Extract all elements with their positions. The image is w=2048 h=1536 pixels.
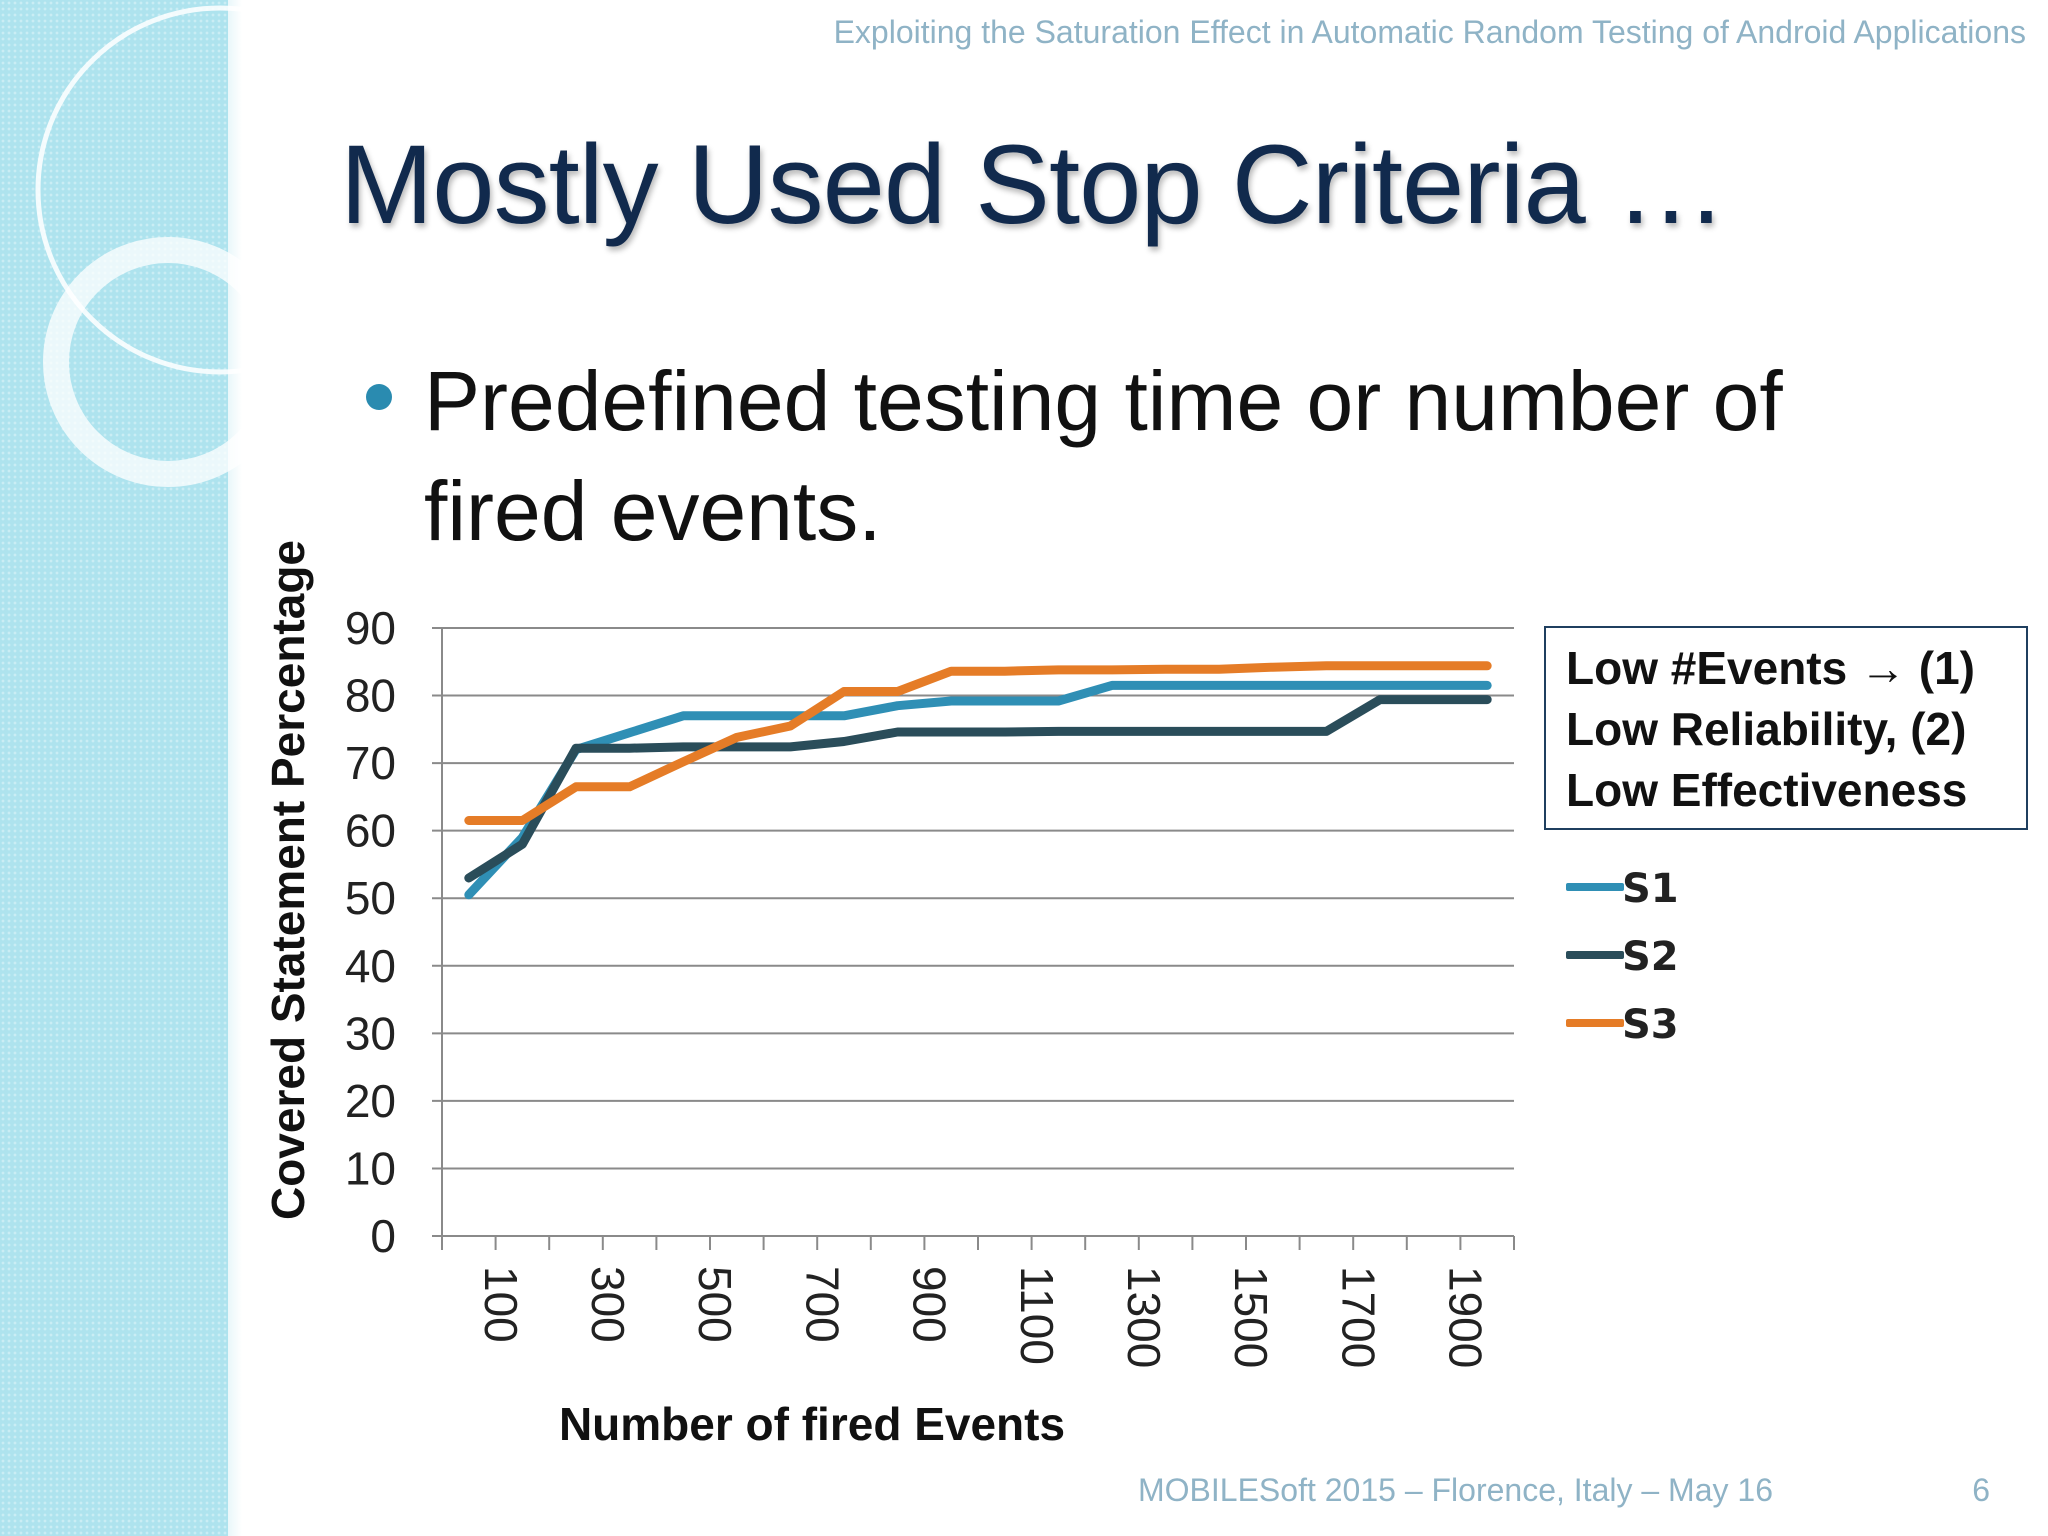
- decorative-rings: [35, 5, 405, 487]
- y-tick-label-80: 80: [345, 670, 396, 722]
- legend-label-s3: S3: [1622, 1002, 1679, 1048]
- y-tick-label-40: 40: [345, 940, 396, 992]
- page-number: 6: [1972, 1472, 1990, 1508]
- annotation-line-2: Low Reliability, (2): [1566, 703, 1967, 755]
- chart-tick-labels: 0 10 20 30 40 50 60 70 80 90 100 300 500 700 900 1100 13…: [345, 602, 1492, 1368]
- y-tick-label-30: 30: [345, 1007, 396, 1059]
- x-tick-label-900: 900: [904, 1266, 956, 1343]
- x-tick-label-1500: 1500: [1225, 1266, 1277, 1368]
- y-tick-label-10: 10: [345, 1142, 396, 1194]
- series-line-s3: [464, 661, 1492, 825]
- large-ring-decoration: [35, 5, 405, 375]
- legend-swatch-s3: [1566, 1019, 1624, 1027]
- y-tick-label-60: 60: [345, 805, 396, 857]
- footer-conference: MOBILESoft 2015 – Florence, Italy – May …: [1138, 1472, 1773, 1508]
- x-tick-label-500: 500: [689, 1266, 741, 1343]
- annotation-line-1: Low #Events → (1): [1566, 642, 1975, 694]
- legend-label-s2: S2: [1622, 934, 1679, 980]
- x-tick-label-300: 300: [582, 1266, 634, 1343]
- y-tick-label-90: 90: [345, 602, 396, 654]
- y-axis-label: Covered Statement Percentage: [262, 540, 314, 1220]
- x-axis-label: Number of fired Events: [559, 1398, 1065, 1450]
- chart-axes: [441, 628, 1515, 1250]
- bullet-dot-icon: [366, 384, 392, 410]
- y-tick-label-50: 50: [345, 872, 396, 924]
- x-tick-label-1700: 1700: [1332, 1266, 1384, 1368]
- y-tick-label-0: 0: [370, 1210, 396, 1262]
- legend-swatch-s2: [1566, 951, 1624, 959]
- paper-title-header: Exploiting the Saturation Effect in Auto…: [833, 14, 2026, 50]
- x-tick-label-1900: 1900: [1440, 1266, 1492, 1368]
- y-tick-label-20: 20: [345, 1075, 396, 1127]
- annotation-line-3: Low Effectiveness: [1566, 764, 1968, 816]
- series-line-s2: [464, 695, 1492, 883]
- series-line-s1: [464, 680, 1492, 900]
- bullet-text: Predefined testing time or number of fir…: [424, 354, 1783, 558]
- slide-title: Mostly Used Stop Criteria …: [340, 122, 1727, 247]
- x-tick-label-700: 700: [796, 1266, 848, 1343]
- small-ring-decoration: [43, 237, 293, 487]
- legend-label-s1: S1: [1622, 866, 1679, 912]
- annotation-box: Low #Events → (1) Low Reliability, (2) L…: [1544, 626, 2028, 830]
- x-tick-label-100: 100: [475, 1266, 527, 1343]
- legend-swatch-s1: [1566, 883, 1624, 891]
- side-strip-edge: [228, 0, 242, 1536]
- x-tick-label-1100: 1100: [1011, 1266, 1063, 1365]
- x-tick-label-1300: 1300: [1118, 1266, 1170, 1368]
- y-tick-label-70: 70: [345, 737, 396, 789]
- chart-series: [464, 661, 1492, 900]
